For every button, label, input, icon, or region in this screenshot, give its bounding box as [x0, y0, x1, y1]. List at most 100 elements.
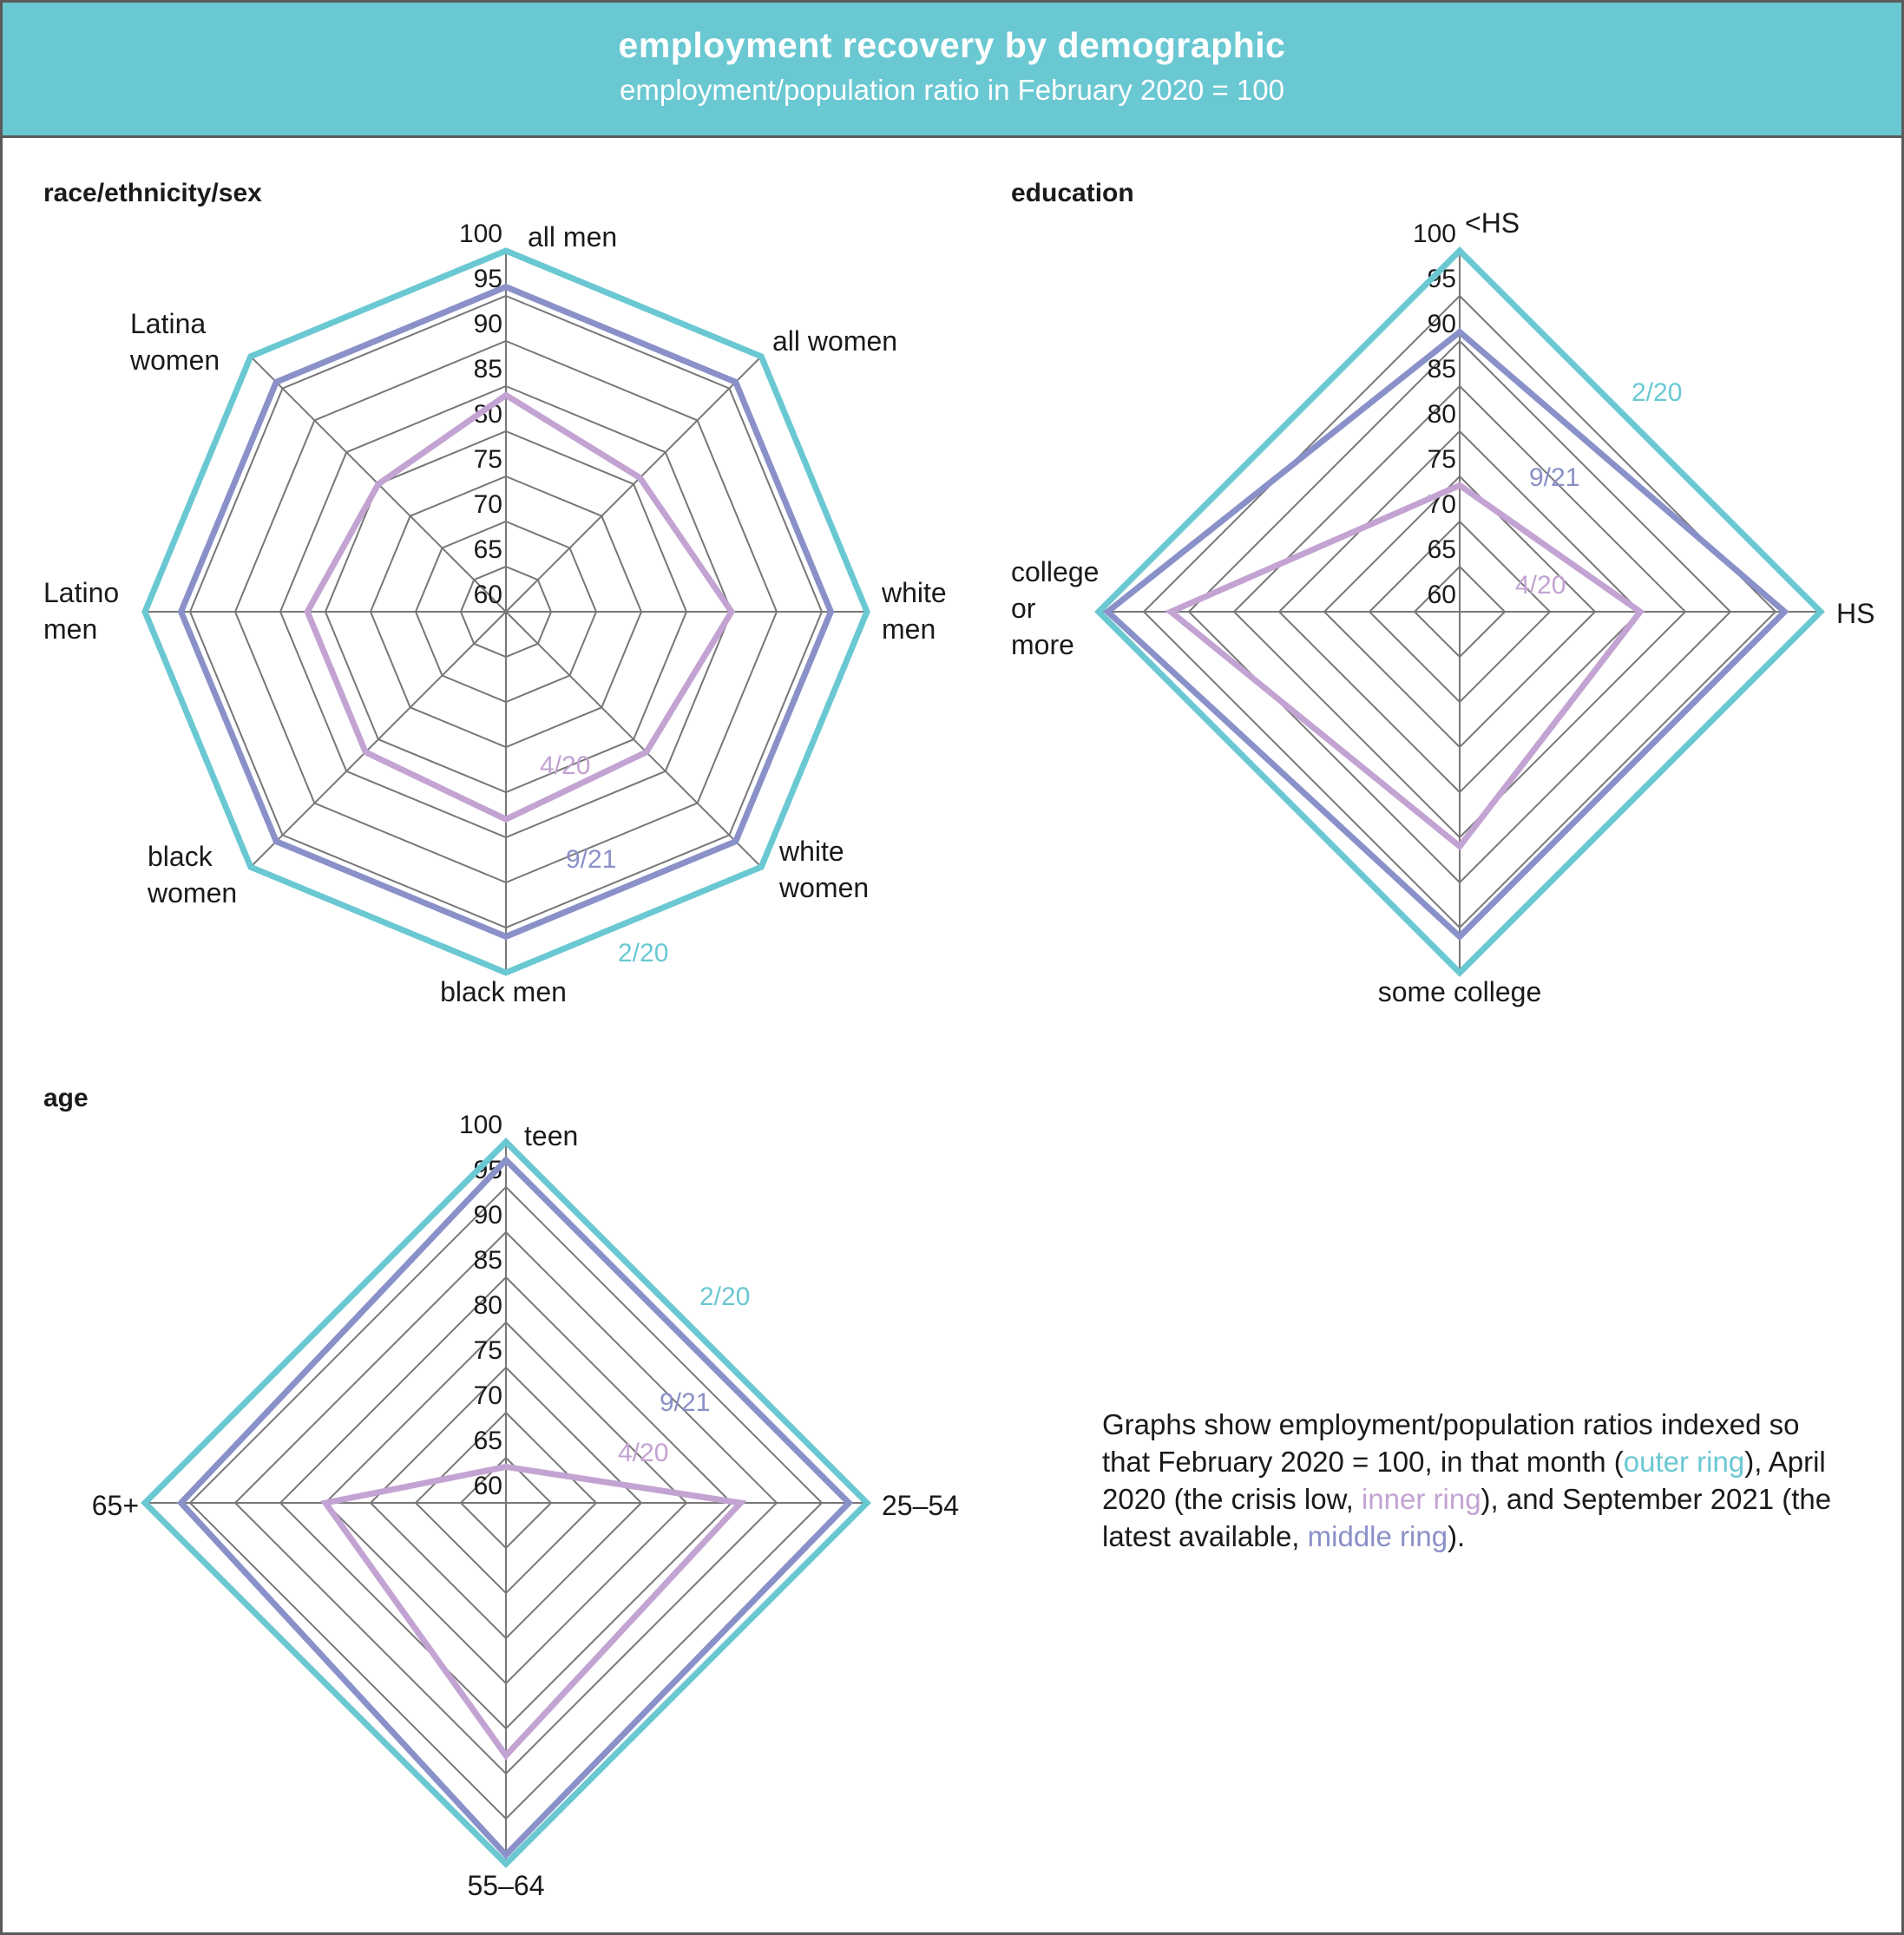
axis-label: all women	[772, 325, 897, 357]
series-label: 4/20	[540, 751, 590, 780]
axis-label: black women	[147, 841, 237, 908]
tick-label: 65	[474, 1427, 502, 1455]
note-inner-ring: inner ring	[1361, 1483, 1481, 1515]
axis-label-line: HS	[1836, 598, 1874, 629]
axis-label-line: Latino	[43, 577, 119, 608]
note-text-4: ).	[1448, 1520, 1466, 1552]
axis-label: <HS	[1465, 207, 1520, 239]
axis-label-line: black	[148, 841, 213, 872]
axis-label: all men	[528, 221, 617, 253]
axis-label-line: <HS	[1465, 207, 1520, 239]
axis-label-line: women	[129, 344, 220, 376]
axis-label: some college	[1378, 976, 1542, 1007]
tick-label: 70	[474, 1381, 502, 1410]
axis-label: teen	[524, 1120, 578, 1151]
tick-label: 75	[474, 1336, 502, 1365]
series-label: 4/20	[1515, 571, 1566, 600]
series-polygon-2-20	[141, 247, 870, 976]
header-banner: employment recovery by demographic emplo…	[3, 3, 1901, 138]
tick-label: 90	[474, 1201, 502, 1230]
tick-label: 90	[474, 310, 502, 338]
chart-subtitle: employment/population ratio in February …	[620, 74, 1284, 106]
axis-label: 65+	[92, 1490, 139, 1521]
series-label: 9/21	[566, 845, 616, 874]
axis-label: white women	[778, 836, 869, 903]
tick-label: 75	[474, 445, 502, 474]
series-polygon-4-20	[320, 1463, 747, 1761]
tick-label: 75	[1428, 445, 1456, 474]
axis-label-line: college	[1011, 556, 1099, 587]
axis-label-line: white	[778, 836, 844, 867]
tick-label: 65	[1428, 535, 1456, 564]
radar-title: age	[43, 1084, 89, 1112]
axis-label: 25–54	[882, 1490, 959, 1521]
axis-label-line: women	[778, 872, 869, 903]
series-label: 4/20	[618, 1439, 668, 1467]
tick-label: 60	[474, 580, 502, 609]
axis-label-line: black men	[440, 976, 567, 1007]
tick-label: 85	[474, 1246, 502, 1275]
tick-label: 100	[1413, 220, 1456, 248]
series-polygon-9-21	[1103, 328, 1789, 941]
series-polygon-9-21	[177, 283, 835, 941]
note-text-1: Graphs show employment/population ratios…	[1102, 1408, 1800, 1478]
tick-label: 80	[1428, 400, 1456, 429]
series-polygon-4-20	[1165, 482, 1645, 851]
axis-spoke	[250, 611, 507, 868]
axis-label-line: men	[43, 613, 97, 645]
tick-label: 70	[474, 490, 502, 519]
axis-label-line: teen	[524, 1120, 578, 1151]
series-label: 9/21	[660, 1388, 710, 1417]
note-text-2: ), April 2020 (the crisis low,	[1102, 1446, 1826, 1515]
axis-label: 55–64	[468, 1870, 545, 1901]
note-text-3: ), and September 2021 (the latest availa…	[1102, 1483, 1832, 1552]
explanatory-note: Graphs show employment/population ratios…	[1102, 1406, 1848, 1555]
axis-label-line: some college	[1378, 976, 1542, 1007]
note-outer-ring: outer ring	[1623, 1446, 1745, 1478]
axis-label-line: more	[1011, 629, 1074, 660]
axis-label: Latino men	[43, 577, 119, 645]
axis-label-line: 55–64	[468, 1870, 545, 1901]
tick-label: 85	[1428, 355, 1456, 384]
series-polygon-9-21	[176, 1155, 854, 1860]
axis-spoke	[505, 356, 762, 613]
axis-spoke	[505, 611, 762, 868]
axis-label-line: or	[1011, 593, 1036, 624]
tick-label: 65	[474, 535, 502, 564]
axis-label: Latina women	[129, 308, 220, 376]
axis-label-line: 25–54	[882, 1490, 959, 1521]
axis-label-line: Latina	[130, 308, 206, 339]
series-label: 9/21	[1529, 463, 1579, 492]
axis-label-line: white	[881, 577, 947, 608]
note-middle-ring: middle ring	[1307, 1520, 1448, 1552]
axis-label: white men	[881, 577, 947, 645]
axis-label: black men	[440, 976, 567, 1007]
axis-label-line: 65+	[92, 1490, 139, 1521]
series-label: 2/20	[618, 939, 668, 968]
axis-label-line: men	[882, 613, 936, 645]
series-polygon-4-20	[304, 391, 736, 823]
tick-label: 90	[1428, 310, 1456, 338]
series-label: 2/20	[699, 1282, 750, 1311]
axis-label-line: all men	[528, 221, 617, 253]
axis-label: college or more	[1011, 556, 1099, 660]
tick-label: 60	[1428, 580, 1456, 609]
series-polygon-2-20	[1094, 246, 1825, 977]
series-label: 2/20	[1632, 378, 1682, 407]
tick-label: 100	[459, 220, 502, 248]
tick-label: 80	[474, 1291, 502, 1320]
axis-label-line: women	[147, 877, 237, 908]
axis-label: HS	[1836, 598, 1874, 629]
radar-title: education	[1011, 179, 1134, 207]
tick-label: 60	[474, 1472, 502, 1500]
tick-label: 100	[459, 1111, 502, 1139]
radar-title: race/ethnicity/sex	[43, 179, 262, 207]
tick-label: 85	[474, 355, 502, 384]
series-polygon-2-20	[141, 1138, 871, 1868]
chart-title: employment recovery by demographic	[618, 25, 1286, 65]
